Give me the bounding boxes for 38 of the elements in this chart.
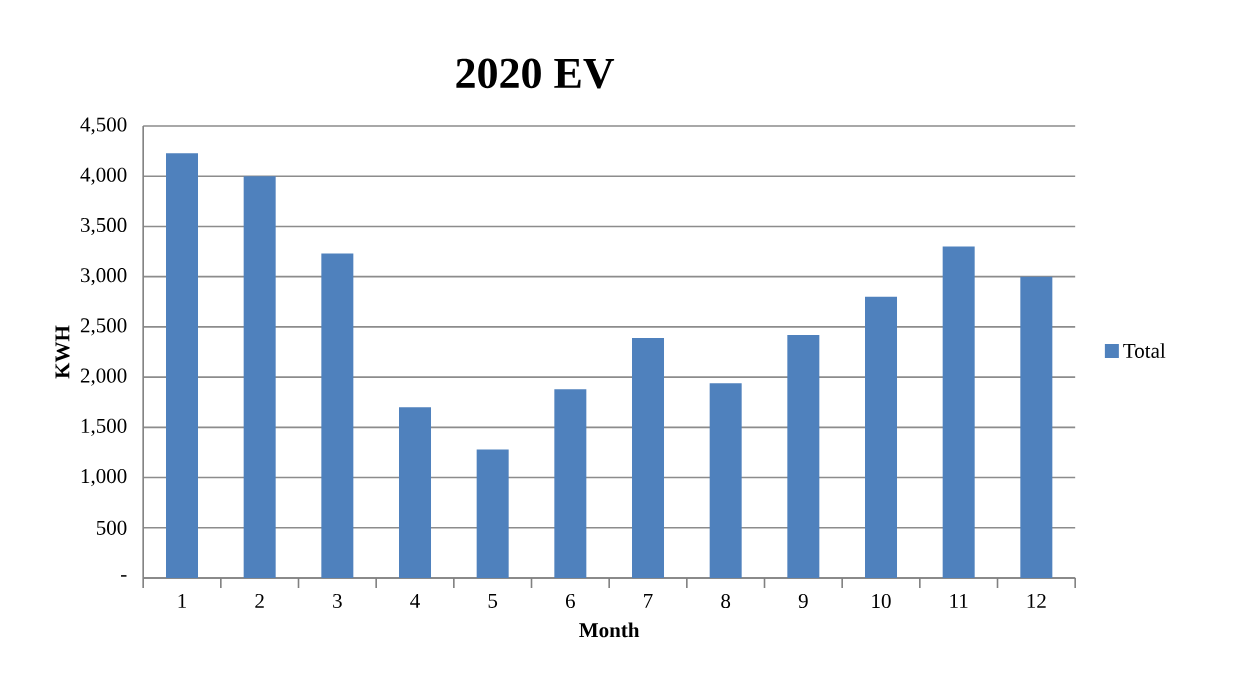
x-tick-label: 9 (798, 593, 808, 609)
bar (321, 253, 354, 578)
y-tick-label: 3,500 (80, 217, 127, 236)
chart-title: 2020 EV (456, 58, 615, 89)
x-tick-label: 11 (950, 593, 968, 608)
y-tick-label: 4,000 (80, 167, 127, 185)
bar (709, 383, 742, 578)
bar (399, 407, 432, 578)
bar (632, 337, 665, 578)
bar (1020, 276, 1053, 578)
y-tick-label: 2,500 (80, 318, 127, 336)
x-tick-label: 2 (255, 593, 264, 608)
y-tick-label: - (121, 575, 127, 577)
x-tick-label: 3 (333, 593, 342, 609)
bar (942, 246, 975, 578)
x-tick-label: 1 (178, 593, 186, 608)
bar (865, 296, 898, 578)
y-tick-label: 4,500 (80, 117, 127, 135)
y-tick-label: 3,000 (80, 268, 127, 286)
x-tick-label: 8 (721, 593, 731, 609)
x-tick-label: 4 (410, 593, 420, 608)
x-tick-label: 10 (872, 593, 891, 609)
bar (476, 449, 509, 578)
bar (166, 153, 199, 578)
y-tick-label: 1,500 (81, 418, 127, 436)
x-tick-label: 7 (644, 593, 653, 608)
x-axis-title: Month (579, 622, 640, 638)
bar (787, 334, 820, 578)
x-tick-label: 12 (1027, 593, 1046, 608)
y-tick-label: 2,000 (80, 368, 127, 386)
y-axis-title: KWH (55, 325, 70, 379)
x-tick-label: 5 (488, 593, 498, 608)
y-tick-label: 1,000 (81, 468, 127, 487)
legend-label: Total (1123, 343, 1166, 358)
x-tick-label: 6 (566, 593, 575, 609)
bar (554, 389, 587, 578)
y-tick-label: 500 (96, 520, 127, 535)
bar (243, 176, 276, 578)
